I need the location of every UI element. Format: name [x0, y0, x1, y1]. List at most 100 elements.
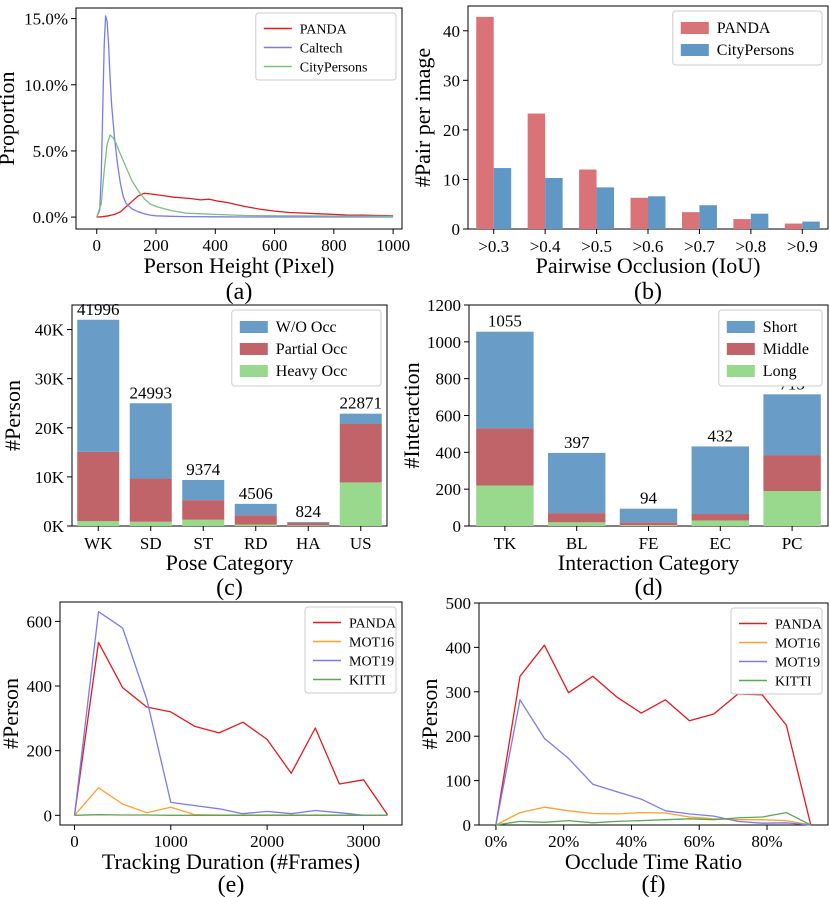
legend-color-swatch [680, 22, 709, 34]
y-axis-label: #Interaction [399, 362, 424, 468]
panel-caption: (f) [642, 872, 666, 897]
bar-segment-partial-occ [77, 451, 120, 522]
x-tick-label: 600 [262, 236, 288, 255]
x-tick-label: 1000 [154, 832, 188, 851]
series-line-citypersons [96, 134, 394, 218]
bar-segment-partial-occ [234, 515, 277, 525]
plot-frame [478, 602, 829, 826]
x-axis-label: Pairwise Occlusion (IoU) [536, 253, 761, 278]
series-line-panda [96, 192, 394, 218]
x-tick-label: 20% [548, 832, 579, 851]
bar-segment-middle [763, 455, 821, 492]
bar-segment-w-o-occ [129, 403, 172, 479]
legend-label: Caltech [300, 42, 343, 57]
series-line-mot19 [495, 699, 811, 826]
bar-segment-short [691, 446, 750, 515]
bar-segment-partial-occ [287, 522, 330, 526]
legend-label: MOT19 [349, 655, 394, 670]
series-line-panda [495, 644, 812, 826]
series-line-kitti [495, 811, 811, 826]
bar-total-label: 24993 [130, 383, 173, 402]
y-axis-label: #Person [417, 679, 442, 750]
x-tick-label: US [350, 534, 372, 553]
legend-box [304, 606, 397, 694]
y-tick-label: 200 [446, 727, 472, 746]
y-axis-label: #Person [0, 380, 25, 451]
x-tick-label: 40% [616, 832, 647, 851]
bar-segment-heavy-occ [182, 519, 225, 526]
x-tick-label: 400 [203, 236, 229, 255]
bar-segment-long [547, 522, 606, 526]
panel-caption: (d) [635, 575, 663, 601]
x-tick-label: HA [296, 534, 321, 553]
bar-citypersons [750, 213, 769, 229]
bar-segment-heavy-occ [129, 521, 172, 526]
x-tick-label: >0.4 [530, 237, 561, 256]
bar-total-label: 397 [564, 433, 590, 452]
legend-label: Long [763, 363, 797, 380]
bar-panda [579, 169, 597, 229]
bar-total-label: 1055 [488, 312, 522, 331]
legend-label: KITTI [349, 674, 386, 689]
x-tick-label: >0.3 [478, 237, 509, 256]
bar-segment-w-o-occ [287, 521, 330, 523]
y-tick-label: 20K [35, 419, 65, 438]
legend-box [730, 607, 823, 695]
legend-label: PANDA [300, 23, 348, 38]
y-axis-label: #Pair per image [410, 48, 435, 187]
y-tick-label: 30 [443, 71, 460, 90]
y-tick-label: 30K [35, 370, 65, 389]
y-tick-label: 600 [436, 407, 462, 426]
x-tick-label: >0.7 [684, 237, 715, 256]
legend-label: PANDA [349, 617, 397, 632]
bar-segment-short [763, 394, 821, 456]
bar-segment-short [547, 452, 606, 514]
bar-segment-long [619, 525, 678, 526]
y-tick-label: 10 [443, 170, 460, 189]
bar-segment-short [619, 508, 678, 523]
legend-color-swatch [726, 343, 755, 355]
x-tick-label: >0.9 [787, 237, 818, 256]
legend-color-swatch [726, 365, 755, 377]
x-axis-label: Pose Category [166, 550, 294, 575]
panel-caption: (a) [226, 279, 253, 305]
bar-segment-middle [691, 514, 750, 521]
bar-segment-partial-occ [129, 478, 172, 522]
x-tick-label: 80% [751, 832, 782, 851]
chart-panel-e: 0 1000 2000 3000 0 200 400 600 PANDA MOT16 MOT19 KI… [0, 601, 403, 897]
bar-segment-w-o-occ [77, 319, 120, 452]
bar-panda [733, 219, 751, 229]
series-line-kitti [74, 814, 388, 816]
legend-label: KITTI [775, 675, 812, 690]
bar-total-label: 9374 [186, 460, 221, 479]
legend-label: Heavy Occ [276, 363, 348, 380]
x-tick-label: 800 [321, 236, 347, 255]
bar-total-label: 22871 [340, 394, 383, 413]
bar-citypersons [596, 187, 615, 229]
bar-segment-heavy-occ [339, 482, 382, 526]
y-tick-label: 0K [43, 517, 65, 536]
x-tick-label: 0% [485, 832, 508, 851]
legend-label: CityPersons [717, 42, 794, 59]
plot-frame [71, 304, 388, 527]
chart-panel-a: 0 200 400 600 800 1000 0.0% 5.0% 10.0% 15.0% PANDA… [0, 7, 410, 305]
y-tick-label: 500 [446, 594, 472, 613]
legend-box [231, 309, 382, 387]
plot-frame [59, 601, 403, 826]
series-line-caltech [96, 15, 394, 218]
y-tick-label: 15.0% [24, 10, 68, 29]
series-line-mot16 [495, 806, 811, 826]
x-tick-label: BL [566, 534, 588, 553]
bar-panda [630, 197, 648, 229]
bar-total-label: 824 [296, 502, 322, 521]
legend-color-swatch [239, 321, 268, 333]
x-tick-label: >0.5 [581, 237, 612, 256]
bar-citypersons [648, 196, 666, 229]
legend-color-swatch [726, 321, 755, 333]
legend-label: Middle [763, 341, 809, 358]
bar-panda [527, 113, 546, 229]
y-tick-label: 20 [443, 121, 460, 140]
x-tick-label: 1000 [376, 236, 410, 255]
legend-label: Partial Occ [276, 341, 348, 358]
